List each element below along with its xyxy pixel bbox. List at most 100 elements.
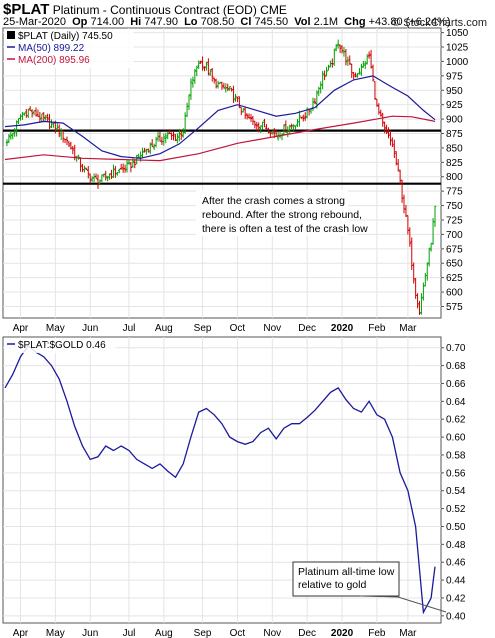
ratio-legend: $PLAT:$GOLD 0.46 bbox=[4, 338, 116, 353]
price-y-tick-label: 650 bbox=[446, 259, 463, 270]
price-legend-entry: MA(200) 895.96 bbox=[18, 55, 90, 66]
ratio-x-tick-label: Mar bbox=[399, 628, 417, 638]
chart-title: $PLAT Platinum - Continuous Contract (EO… bbox=[3, 1, 287, 18]
price-x-tick-label: Jul bbox=[123, 323, 136, 334]
ratio-y-tick-label: 0.52 bbox=[446, 504, 466, 515]
price-x-tick-label: Apr bbox=[13, 323, 29, 334]
brand-watermark: © StockCharts.com bbox=[392, 17, 487, 29]
price-x-tick-label: Jun bbox=[82, 323, 98, 334]
ratio-y-tick-label: 0.58 bbox=[446, 450, 466, 461]
close-label: Cl bbox=[240, 16, 252, 28]
annotation-text: After the crash comes a strong bbox=[202, 195, 345, 207]
ratio-x-tick-label: Aug bbox=[155, 628, 173, 638]
volume-value: 2.1M bbox=[313, 16, 339, 28]
price-panel: 575 600 625 650 675 700 725 750 775 800 825 850 875 9… bbox=[2, 27, 469, 334]
price-y-tick-label: 1000 bbox=[446, 57, 469, 68]
ratio-line bbox=[4, 344, 436, 615]
price-legend-swatch bbox=[7, 31, 15, 39]
price-x-tick-label: May bbox=[46, 323, 65, 334]
close-value: 745.50 bbox=[254, 16, 289, 28]
volume-label: Vol bbox=[294, 16, 311, 28]
ratio-legend-bg bbox=[4, 338, 116, 353]
price-x-tick-label: 2020 bbox=[331, 323, 354, 334]
ratio-x-tick-label: Jul bbox=[123, 628, 136, 638]
price-x-tick-label: Sep bbox=[194, 323, 212, 334]
price-x-tick-label: Oct bbox=[230, 323, 246, 334]
ratio-y-tick-label: 0.42 bbox=[446, 593, 466, 604]
price-legend-entry: MA(50) 899.22 bbox=[18, 43, 85, 54]
price-y-tick-label: 775 bbox=[446, 187, 463, 198]
symbol: $PLAT bbox=[3, 1, 50, 18]
high-value: 747.90 bbox=[144, 16, 178, 28]
ratio-y-tick-label: 0.48 bbox=[446, 540, 466, 551]
price-y-tick-label: 875 bbox=[446, 129, 463, 140]
price-legend-bg bbox=[4, 29, 134, 68]
ratio-annotation-bg bbox=[292, 561, 400, 597]
ratio-annotation-text: Platinum all-time low bbox=[298, 566, 395, 578]
quote-date: 25-Mar-2020 bbox=[3, 16, 66, 28]
price-y-tick-label: 925 bbox=[446, 100, 463, 111]
change-label: Chg bbox=[344, 16, 366, 28]
ratio-y-tick-label: 0.66 bbox=[446, 379, 466, 390]
price-y-tick-label: 675 bbox=[446, 244, 463, 255]
price-y-tick-label: 1025 bbox=[446, 43, 469, 54]
ma50-line bbox=[4, 75, 436, 159]
ratio-panel: 0.40 0.42 0.44 0.46 0.48 0.50 0.52 0.54 0.56 0.58… bbox=[2, 336, 466, 638]
price-legend-entry: $PLAT (Daily) 745.50 bbox=[18, 31, 113, 42]
price-y-tick-label: 1050 bbox=[446, 28, 469, 39]
ratio-y-tick-label: 0.64 bbox=[446, 397, 466, 408]
open-value: 714.00 bbox=[90, 16, 125, 28]
ratio-x-tick-label: May bbox=[46, 628, 65, 638]
price-y-tick-label: 575 bbox=[446, 302, 463, 313]
low-value: 708.50 bbox=[200, 16, 235, 28]
price-y-tick-label: 900 bbox=[446, 115, 463, 126]
ratio-x-tick-label: Nov bbox=[263, 628, 281, 638]
price-x-tick-label: Mar bbox=[399, 323, 417, 334]
ratio-y-tick-label: 0.56 bbox=[446, 468, 466, 479]
price-y-tick-label: 700 bbox=[446, 230, 463, 241]
ratio-x-tick-label: Sep bbox=[194, 628, 212, 638]
ratio-y-tick-label: 0.50 bbox=[446, 522, 466, 533]
price-y-tick-label: 975 bbox=[446, 71, 463, 82]
annotation-text: there is often a test of the crash low bbox=[202, 223, 368, 235]
ratio-x-tick-label: Apr bbox=[13, 628, 29, 638]
price-x-tick-label: Aug bbox=[155, 323, 173, 334]
annotation-text: rebound. After the strong rebound, bbox=[202, 209, 362, 221]
ratio-x-tick-label: Oct bbox=[230, 628, 246, 638]
ratio-y-tick-label: 0.62 bbox=[446, 415, 466, 426]
price-x-tick-label: Feb bbox=[368, 323, 386, 334]
annotation-bg bbox=[196, 190, 348, 236]
ratio-x-tick-label: Jun bbox=[82, 628, 98, 638]
ratio-x-tick-label: Dec bbox=[298, 628, 316, 638]
price-y-tick-label: 725 bbox=[446, 215, 463, 226]
ratio-annotation-arrow bbox=[359, 595, 447, 613]
ratio-y-tick-label: 0.54 bbox=[446, 486, 466, 497]
open-label: Op bbox=[72, 16, 88, 28]
annotation-box: After the crash comes a strong rebound. A… bbox=[196, 190, 368, 236]
price-y-tick-label: 950 bbox=[446, 86, 463, 97]
ratio-legend-entry: $PLAT:$GOLD 0.46 bbox=[18, 340, 106, 351]
price-y-tick-label: 850 bbox=[446, 143, 463, 154]
ratio-x-tick-label: 2020 bbox=[331, 628, 354, 638]
price-y-tick-label: 825 bbox=[446, 158, 463, 169]
price-plot-frame bbox=[2, 27, 442, 319]
price-x-tick-label: Dec bbox=[298, 323, 316, 334]
price-y-tick-label: 625 bbox=[446, 273, 463, 284]
symbol-description: Platinum - Continuous Contract (EOD) bbox=[52, 3, 257, 17]
low-label: Lo bbox=[184, 16, 198, 28]
ma200-line bbox=[4, 115, 436, 162]
price-y-tick-label: 800 bbox=[446, 172, 463, 183]
price-y-tick-label: 600 bbox=[446, 288, 463, 299]
ratio-y-tick-label: 0.40 bbox=[446, 611, 466, 622]
price-y-tick-label: 750 bbox=[446, 201, 463, 212]
ohlc-readout: 25-Mar-2020 Op 714.00 Hi 747.90 Lo 708.5… bbox=[3, 16, 451, 28]
ratio-y-tick-label: 0.46 bbox=[446, 558, 466, 569]
ratio-y-tick-label: 0.68 bbox=[446, 361, 466, 372]
exchange: CME bbox=[260, 3, 287, 17]
ratio-y-tick-label: 0.70 bbox=[446, 343, 466, 354]
high-label: Hi bbox=[130, 16, 142, 28]
change-value: +43.80 (+6.24%) bbox=[368, 16, 451, 28]
